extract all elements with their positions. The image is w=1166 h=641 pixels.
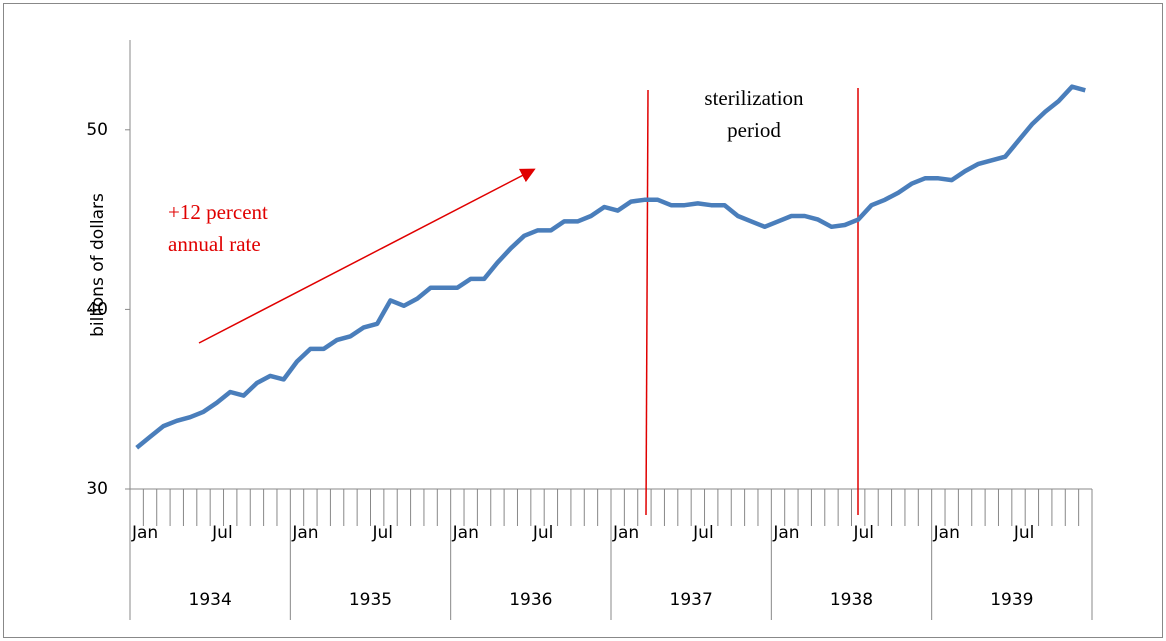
- year-label: 1936: [509, 590, 552, 610]
- x-tick-label: Jan: [772, 523, 799, 543]
- x-tick-label: Jan: [612, 523, 639, 543]
- year-label: 1934: [189, 590, 232, 610]
- period-line: [645, 89, 649, 516]
- x-tick-label: Jul: [211, 523, 233, 543]
- annotation: annual rate: [168, 232, 261, 256]
- x-tick-label: Jan: [933, 523, 960, 543]
- frame: [3, 3, 1163, 638]
- annotation: period: [727, 118, 781, 142]
- arrow: [198, 168, 536, 344]
- x-tick-label: Jul: [372, 523, 394, 543]
- data-line: [135, 84, 1086, 450]
- year-label: 1935: [349, 590, 392, 610]
- y-tick-label: 40: [86, 299, 108, 319]
- year-label: 1939: [990, 590, 1033, 610]
- x-tick-label: Jan: [131, 523, 158, 543]
- y-tick-label: 30: [86, 479, 108, 499]
- x-tick-label: Jul: [532, 523, 554, 543]
- x-tick-label: Jan: [291, 523, 318, 543]
- x-tick-label: Jul: [692, 523, 714, 543]
- x-tick-label: Jul: [1013, 523, 1035, 543]
- x-tick-label: Jan: [452, 523, 479, 543]
- annotation: +12 percent: [168, 200, 268, 224]
- annotation: sterilization: [704, 86, 804, 110]
- year-label: 1937: [670, 590, 713, 610]
- y-tick-label: 50: [86, 120, 108, 140]
- year-label: 1938: [830, 590, 873, 610]
- y-axis-title: billions of dollars: [88, 193, 108, 337]
- x-tick-label: Jul: [853, 523, 875, 543]
